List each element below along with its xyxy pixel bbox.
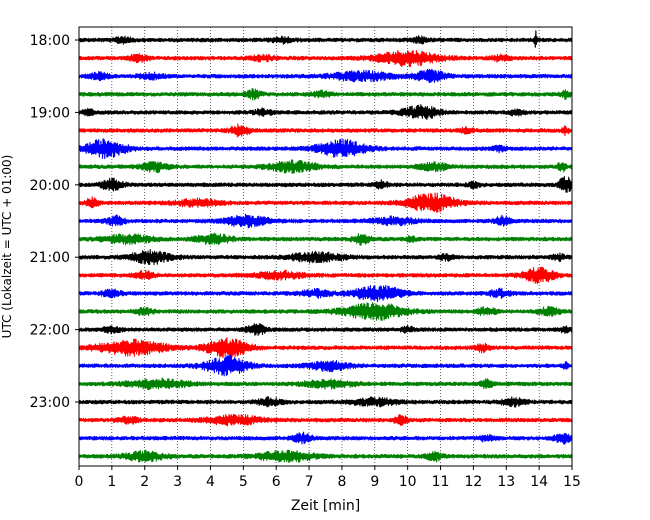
x-tick-label: 2 (140, 474, 149, 490)
trace-1800 (78, 30, 573, 48)
trace-2330 (78, 431, 573, 445)
trace-1900 (78, 104, 573, 121)
trace-2315 (78, 413, 573, 427)
trace-1830 (78, 68, 573, 84)
trace-2215 (78, 337, 573, 359)
x-tick-label: 13 (497, 474, 515, 490)
y-axis-ticks: 18:00 19:00 20:00 21:00 22:00 23:00 (30, 33, 79, 411)
trace-1845 (78, 88, 573, 101)
trace-2030 (78, 213, 573, 229)
trace-2045 (78, 232, 573, 246)
y-tick-label: 19:00 (30, 105, 70, 121)
y-tick-label: 18:00 (30, 33, 70, 49)
trace-2345 (78, 449, 573, 464)
y-tick-label: 20:00 (30, 178, 70, 194)
trace-1815 (78, 50, 573, 68)
traces-layer (78, 30, 573, 464)
grid-layer (111, 27, 540, 466)
x-tick-label: 5 (239, 474, 248, 490)
x-tick-label: 11 (432, 474, 450, 490)
y-axis-label: UTC (Lokalzeit = UTC + 01:00) (0, 155, 14, 339)
trace-2015 (78, 192, 573, 213)
x-tick-label: 8 (337, 474, 346, 490)
y-tick-label: 21:00 (30, 250, 70, 266)
trace-1945 (78, 159, 573, 175)
x-tick-label: 14 (530, 474, 548, 490)
y-tick-label: 22:00 (30, 323, 70, 339)
trace-2300 (78, 396, 573, 408)
x-tick-label: 3 (173, 474, 182, 490)
x-tick-label: 7 (305, 474, 314, 490)
y-tick-label: 23:00 (30, 395, 70, 411)
x-tick-label: 12 (464, 474, 482, 490)
trace-2100 (78, 249, 573, 266)
plot-frame (78, 26, 573, 467)
x-tick-label: 4 (206, 474, 215, 490)
trace-1915 (78, 123, 573, 138)
trace-2145 (78, 302, 573, 322)
x-tick-label: 0 (75, 474, 84, 490)
trace-2130 (78, 284, 573, 303)
trace-2245 (78, 377, 573, 391)
x-tick-label: 9 (370, 474, 379, 490)
trace-2200 (78, 323, 573, 336)
trace-2000 (78, 175, 573, 193)
trace-2230 (78, 355, 573, 377)
x-tick-label: 1 (107, 474, 116, 490)
x-tick-label: 10 (399, 474, 417, 490)
x-tick-label: 6 (272, 474, 281, 490)
trace-2115 (78, 266, 573, 285)
trace-1930 (78, 138, 573, 160)
x-axis-ticks: 0 1 2 3 4 5 6 7 8 9 10 11 12 13 14 15 (75, 466, 581, 490)
x-axis-label: Zeit [min] (291, 498, 360, 514)
x-tick-label: 15 (563, 474, 581, 490)
